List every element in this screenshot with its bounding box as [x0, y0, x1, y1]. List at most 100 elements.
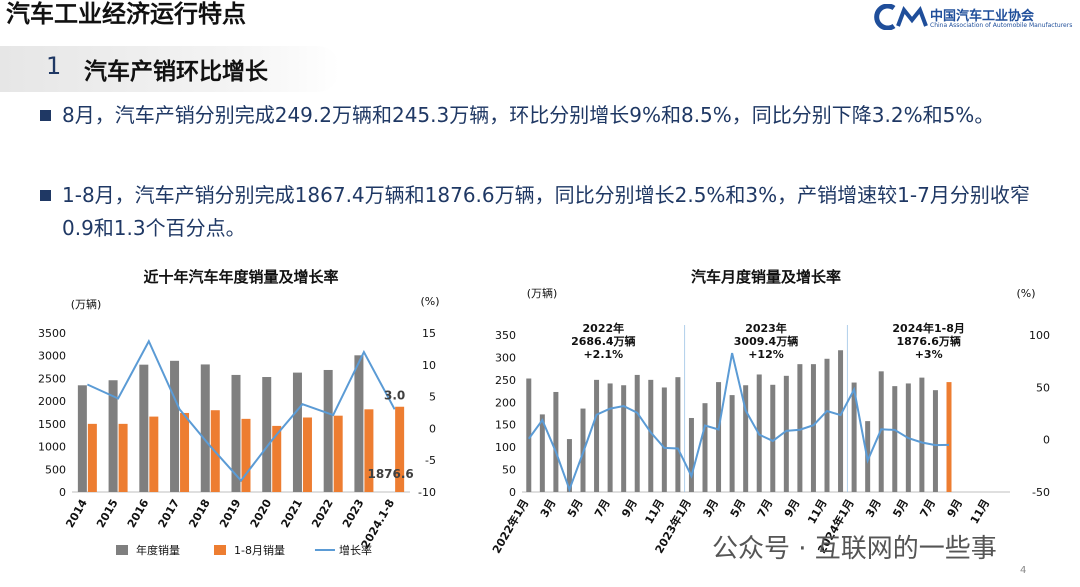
x-tick-label: 5月: [728, 497, 749, 520]
bar: [743, 385, 749, 492]
bar: [139, 364, 149, 492]
y-axis-label: (万辆): [527, 286, 558, 300]
bar: [661, 387, 667, 492]
tick-label: 50: [1036, 381, 1050, 394]
data-label: 3.0: [384, 388, 405, 402]
bar: [770, 384, 776, 492]
bar: [200, 364, 210, 492]
logo-name: 中国汽车工业协会: [930, 9, 1035, 24]
bar: [354, 355, 364, 492]
bar: [783, 375, 789, 492]
bullet-square: [40, 190, 51, 201]
bar: [333, 415, 343, 492]
x-tick-label: 2019: [217, 497, 244, 530]
logo-english: China Association of Automobile Manufact…: [930, 22, 1073, 29]
legend-label: 年度销量: [136, 543, 180, 557]
line-series: [86, 339, 396, 483]
tick-label: 2000: [38, 395, 66, 408]
tick-label: 3000: [38, 350, 66, 363]
x-tick-label: 2017: [156, 497, 183, 530]
tick-label: 10: [422, 359, 436, 372]
bar: [621, 385, 627, 492]
x-tick-label: 2015: [94, 497, 121, 530]
x-tick-label: 2022年1月: [489, 497, 531, 556]
x-tick-label: 3月: [701, 497, 722, 520]
tick-label: 1000: [38, 441, 66, 454]
bar: [395, 406, 405, 492]
x-tick-label: 9月: [945, 497, 966, 520]
tick-label: 3500: [38, 327, 66, 340]
tick-label: 150: [495, 419, 516, 432]
bar: [231, 374, 241, 492]
line-series: [527, 352, 950, 493]
tick-label: 300: [495, 351, 516, 364]
section-title: 汽车产销环比增长: [84, 59, 268, 85]
tick-label: 100: [495, 441, 516, 454]
watermark: 公众号 · 互联网的一些事: [712, 534, 997, 564]
bar: [566, 439, 572, 492]
bar: [838, 350, 844, 492]
bar: [648, 379, 654, 492]
annotation: 2023年: [745, 321, 787, 335]
bar: [553, 391, 559, 492]
page-number: 4: [1020, 565, 1027, 576]
annotation: 2022年: [583, 321, 625, 335]
bar: [170, 360, 180, 492]
bar: [851, 382, 857, 492]
annotation: 2686.4万辆: [571, 334, 635, 348]
x-tick-label: 9月: [782, 497, 803, 520]
tick-label: -10: [418, 486, 436, 499]
bar: [810, 364, 816, 492]
x-tick-label: 9月: [619, 497, 640, 520]
legend-swatch: [214, 545, 226, 555]
tick-label: 0: [59, 486, 66, 499]
annotation: 3009.4万辆: [734, 334, 798, 348]
tick-label: 1500: [38, 418, 66, 431]
annotation: +12%: [748, 348, 784, 361]
section-band: [0, 46, 340, 92]
bar: [272, 425, 282, 492]
bullet-text: 1-8月，汽车产销分别完成1867.4万辆和1876.6万辆，同比分别增长2.5…: [62, 183, 1030, 240]
bar: [108, 380, 118, 492]
bar: [539, 414, 545, 492]
x-tick-label: 2016: [125, 497, 152, 530]
bar: [688, 417, 694, 492]
bar: [634, 374, 640, 492]
bar: [149, 416, 159, 492]
x-tick-label: 2014: [63, 497, 90, 530]
logo-mark: [874, 4, 928, 30]
y2-axis-label: (%): [1016, 287, 1035, 300]
x-tick-label: 7月: [592, 497, 613, 520]
bar: [594, 379, 600, 492]
bullet-square: [40, 110, 51, 121]
bar: [262, 377, 272, 492]
x-tick-label: 3月: [538, 497, 559, 520]
section-number: 1: [46, 52, 62, 80]
slide-title: 汽车工业经济运行特点: [6, 0, 246, 28]
tick-label: 0: [1043, 434, 1050, 447]
bar: [180, 412, 190, 492]
legend-swatch: [116, 545, 128, 555]
bullet-text: 8月，汽车产销分别完成249.2万辆和245.3万辆，环比分别增长9%和8.5%…: [62, 103, 995, 127]
tick-label: 200: [495, 396, 516, 409]
chart-title: 近十年汽车年度销量及增长率: [143, 268, 338, 286]
x-tick-label: 2022: [309, 497, 336, 530]
bar: [118, 423, 128, 492]
bar: [824, 358, 830, 492]
tick-label: 500: [45, 463, 66, 476]
x-tick-label: 11月: [643, 497, 667, 526]
tick-label: 250: [495, 374, 516, 387]
bar: [702, 403, 708, 492]
bar: [797, 364, 803, 492]
annotation: 2024年1-8月: [892, 321, 965, 335]
annotation: +3%: [915, 348, 943, 361]
x-tick-label: 2023: [340, 497, 367, 530]
tick-label: 0: [429, 422, 436, 435]
bar: [526, 378, 532, 492]
bar: [364, 409, 374, 492]
bar: [892, 386, 898, 492]
tick-label: 0: [509, 486, 516, 499]
annotation: 1876.6万辆: [896, 334, 960, 348]
